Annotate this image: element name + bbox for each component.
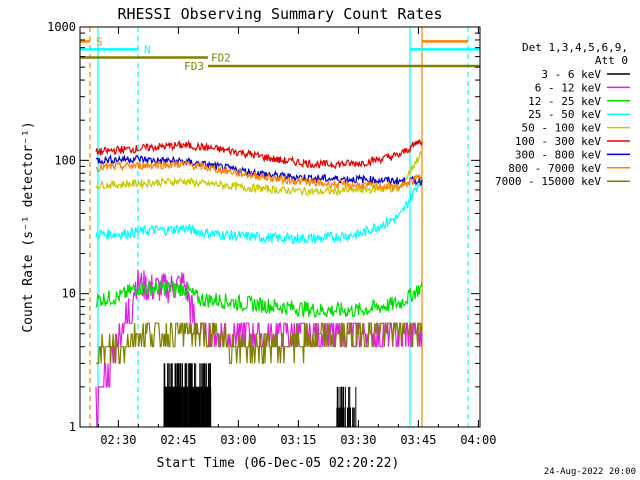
trace xyxy=(95,139,423,170)
y-tick-label: 100 xyxy=(54,153,76,167)
x-axis-label: Start Time (06-Dec-05 02:20:22) xyxy=(157,456,400,471)
legend-label: 25 - 50 keV xyxy=(528,108,601,121)
y-tick-label: 1 xyxy=(69,420,76,434)
y-tick-label: 10 xyxy=(62,287,76,301)
x-tick-label: 03:15 xyxy=(280,433,316,447)
legend-entry-25-50-kev: 25 - 50 keV xyxy=(528,108,630,121)
legend-entry-3-6-kev: 3 - 6 keV xyxy=(541,68,630,81)
legend-label: 800 - 7000 keV xyxy=(508,162,601,175)
series-800-7000-kev xyxy=(95,158,423,193)
series-7000-15000-kev xyxy=(96,322,423,364)
y-tick-label: 1000 xyxy=(47,20,76,34)
legend-label: 50 - 100 keV xyxy=(522,122,602,135)
legend-label: 6 - 12 keV xyxy=(535,81,602,94)
legend-title-line-1: Det 1,3,4,5,6,9, xyxy=(522,41,628,54)
x-tick-label: 03:30 xyxy=(340,433,376,447)
legend-entry-300-800-kev: 300 - 800 keV xyxy=(515,148,630,161)
series-100-300-kev xyxy=(95,139,423,170)
x-tick-label: 02:30 xyxy=(100,433,136,447)
timestamp: 24-Aug-2022 20:00 xyxy=(544,467,636,477)
flag-label-s: S xyxy=(96,35,103,48)
legend-label: 300 - 800 keV xyxy=(515,148,601,161)
legend-label: 100 - 300 keV xyxy=(515,135,601,148)
axes-layer: 02:30 02:45 03:00 03:15 03:30 03:45 04:00 1 10 10… xyxy=(47,20,496,447)
flag-label-n: N xyxy=(144,43,151,56)
trace xyxy=(95,175,423,245)
series-25-50-kev xyxy=(95,175,423,245)
x-tick-label: 03:00 xyxy=(220,433,256,447)
trace xyxy=(96,322,423,364)
x-tick-label: 03:45 xyxy=(400,433,436,447)
trace xyxy=(95,279,423,319)
chart-title: RHESSI Observing Summary Count Rates xyxy=(117,5,442,23)
series-3-6-kev xyxy=(163,363,357,427)
series-300-800-kev xyxy=(95,153,423,187)
legend-entry-12-25-kev: 12 - 25 keV xyxy=(528,95,630,108)
trace xyxy=(95,158,423,193)
legend-entry-50-100-kev: 50 - 100 keV xyxy=(522,122,630,135)
legend-title-line-2: Att 0 xyxy=(595,54,628,67)
flag-label-fd3: FD3 xyxy=(184,60,204,73)
series-12-25-kev xyxy=(95,279,423,319)
trace xyxy=(95,153,423,187)
plot-content: S N FD2 FD3 xyxy=(80,27,480,428)
trace xyxy=(95,151,423,197)
legend-label: 7000 - 15000 keV xyxy=(495,175,601,188)
plot-frame xyxy=(79,26,481,428)
legend-entry-7000-15000-kev: 7000 - 15000 keV xyxy=(495,175,630,188)
y-axis-label: Count Rate (s⁻¹ detector⁻¹) xyxy=(21,121,36,332)
legend-label: 3 - 6 keV xyxy=(541,68,601,81)
legend-entry-6-12-kev: 6 - 12 keV xyxy=(535,81,630,94)
series-50-100-kev xyxy=(95,151,423,197)
legend-entry-800-7000-kev: 800 - 7000 keV xyxy=(508,162,630,175)
legend-label: 12 - 25 keV xyxy=(528,95,601,108)
x-tick-label: 04:00 xyxy=(460,433,496,447)
flag-label-fd2: FD2 xyxy=(211,52,231,65)
x-tick-label: 02:45 xyxy=(160,433,196,447)
legend-entry-100-300-kev: 100 - 300 keV xyxy=(515,135,630,148)
